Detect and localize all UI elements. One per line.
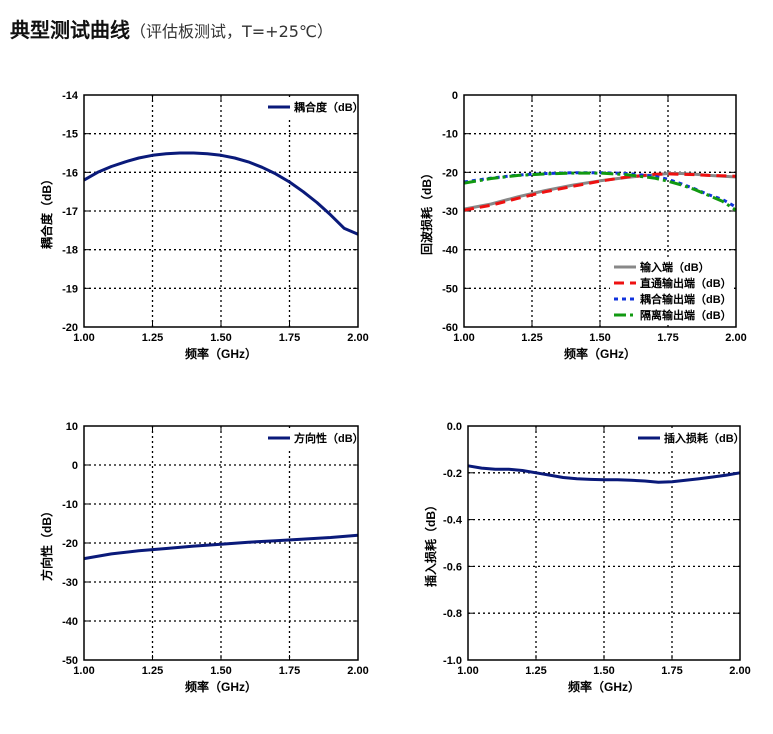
x-axis-label: 频率（GHz）: [568, 679, 640, 694]
y-tick-label: -30: [62, 577, 78, 589]
series-line: [463, 171, 737, 212]
y-tick-label: -15: [62, 129, 78, 141]
series-line: [83, 533, 359, 561]
legend-label: 输入端（dB）: [640, 260, 710, 274]
directivity-chart: 1.00 1.25 1.50 1.75 2.00 -50 -40 -30 -20 -10 0 10 频率…: [0, 408, 386, 712]
y-tick-label: 0: [452, 90, 458, 102]
x-tick-label: 1.25: [525, 665, 546, 677]
x-tick-label: 1.25: [142, 332, 163, 344]
plot-frame: [83, 94, 359, 328]
y-tick-label: -60: [442, 322, 458, 334]
return-loss-chart: 1.00 1.25 1.50 1.75 2.00 -60 -50 -40 -30 -20 -10 0 频…: [386, 75, 773, 379]
directivity-chart-svg: 1.00 1.25 1.50 1.75 2.00 -50 -40 -30 -20 -10 0 10 频率…: [39, 421, 369, 694]
legend-box: [264, 97, 356, 117]
insertion-loss-chart-svg: 1.00 1.25 1.50 1.75 2.00 -1.0 -0.8 -0.6 -0.4 -0.2…: [423, 421, 751, 694]
y-axis-label: 回波损耗（dB）: [419, 167, 434, 255]
series-line: [463, 172, 737, 212]
legend-box: [634, 428, 738, 448]
plot-frame: [83, 425, 359, 661]
x-tick-label: 1.75: [657, 332, 678, 344]
x-tick-label: 1.25: [521, 332, 542, 344]
legend-label: 隔离输出端（dB）: [640, 308, 732, 322]
x-tick-label: 2.00: [347, 332, 368, 344]
plot-frame: [467, 425, 741, 661]
x-tick-label: 2.00: [729, 665, 750, 677]
x-tick-label: 1.00: [457, 665, 478, 677]
y-tick-label: -30: [442, 206, 458, 218]
series-line: [463, 171, 737, 209]
y-tick-label: -10: [442, 129, 458, 141]
x-tick-label: 1.25: [142, 665, 163, 677]
legend-label: 耦合输出端（dB）: [640, 292, 732, 306]
series-line: [83, 151, 359, 236]
y-tick-label: 0.0: [447, 421, 462, 433]
y-tick-label: -40: [62, 616, 78, 628]
y-tick-label: -14: [62, 90, 79, 102]
y-axis-label: 方向性（dB）: [39, 505, 54, 581]
y-tick-label: -17: [62, 206, 78, 218]
y-tick-label: -20: [62, 538, 78, 550]
x-axis-label: 频率（GHz）: [185, 679, 257, 694]
y-tick-label: 10: [66, 421, 78, 433]
y-tick-label: -1.0: [443, 655, 462, 667]
x-axis-label: 频率（GHz）: [564, 346, 636, 361]
x-tick-label: 1.75: [279, 665, 300, 677]
y-tick-label: -0.6: [443, 561, 462, 573]
y-tick-label: -10: [62, 499, 78, 511]
y-tick-label: -18: [62, 245, 78, 257]
y-tick-label: -20: [442, 167, 458, 179]
legend-label: 方向性（dB）: [294, 431, 364, 445]
y-tick-label: -16: [62, 167, 78, 179]
x-tick-label: 1.00: [73, 665, 94, 677]
plot-frame: [463, 94, 737, 328]
legend-box: [264, 428, 356, 448]
x-tick-label: 1.75: [279, 332, 300, 344]
y-tick-label: 0: [72, 460, 78, 472]
insertion-loss-chart: 1.00 1.25 1.50 1.75 2.00 -1.0 -0.8 -0.6 -0.4 -0.2…: [386, 408, 773, 712]
y-tick-label: -50: [442, 283, 458, 295]
x-tick-label: 1.50: [210, 665, 231, 677]
x-tick-label: 1.75: [661, 665, 682, 677]
y-tick-label: -40: [442, 245, 458, 257]
x-axis-label: 频率（GHz）: [185, 346, 257, 361]
return-loss-chart-svg: 1.00 1.25 1.50 1.75 2.00 -60 -50 -40 -30 -20 -10 0 频…: [419, 90, 747, 361]
x-tick-label: 1.50: [593, 665, 614, 677]
x-tick-label: 1.00: [73, 332, 94, 344]
legend-label: 插入损耗（dB）: [664, 431, 745, 445]
x-tick-label: 2.00: [347, 665, 368, 677]
y-tick-label: -0.4: [443, 515, 463, 527]
legend-label: 直通输出端（dB）: [640, 276, 732, 290]
x-tick-label: 2.00: [725, 332, 746, 344]
coupling-chart: 1.00 1.25 1.50 1.75 2.00 -20 -19 -18 -17 -16 -15 -1…: [0, 75, 386, 379]
y-axis-label: 耦合度（dB）: [39, 173, 54, 249]
x-tick-label: 1.50: [210, 332, 231, 344]
page-title: 典型测试曲线: [10, 18, 130, 42]
grid: [468, 426, 740, 660]
y-tick-label: -50: [62, 655, 78, 667]
x-tick-label: 1.50: [589, 332, 610, 344]
y-tick-label: -0.2: [443, 468, 462, 480]
legend-label: 耦合度（dB）: [294, 100, 364, 114]
grid: [84, 95, 358, 327]
grid: [84, 426, 358, 660]
coupling-chart-svg: 1.00 1.25 1.50 1.75 2.00 -20 -19 -18 -17 -16 -15 -1…: [39, 90, 369, 361]
x-tick-label: 1.00: [453, 332, 474, 344]
page-header: 典型测试曲线（评估板测试，T=+25℃）: [10, 14, 333, 44]
y-tick-label: -20: [62, 322, 78, 334]
y-axis-label: 插入损耗（dB）: [423, 499, 438, 587]
page-subtitle: （评估板测试，T=+25℃）: [130, 22, 333, 41]
series-line: [467, 464, 741, 484]
y-tick-label: -0.8: [443, 608, 462, 620]
y-tick-label: -19: [62, 283, 78, 295]
